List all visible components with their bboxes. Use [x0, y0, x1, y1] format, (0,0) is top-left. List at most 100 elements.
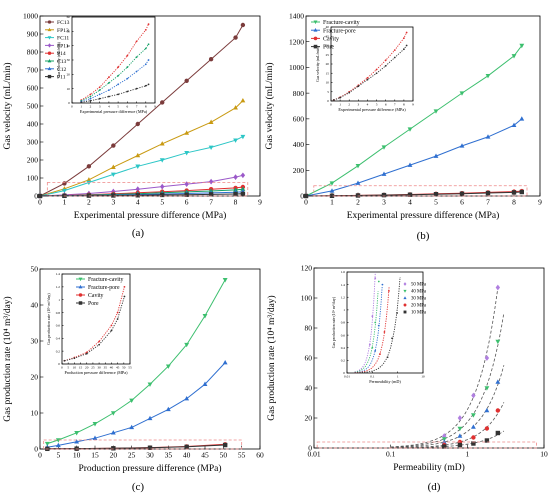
d-data-point — [457, 415, 463, 421]
a-legend-item: P14 — [45, 51, 66, 57]
b-data-point — [485, 134, 491, 139]
b-x-axis-label: Experimental pressure difference (MPa) — [347, 210, 500, 221]
a-inset-data-point — [126, 90, 129, 93]
c-data-point — [55, 438, 61, 443]
d-x-axis-label: Permeability (mD) — [393, 462, 465, 473]
a-y-tick-label: 1000 — [23, 12, 38, 21]
b-y-tick-label: 1000 — [289, 63, 304, 72]
d-legend-item: 30 MPa — [403, 296, 427, 302]
d-data-point — [495, 339, 501, 345]
c-x-tick-label: 10 — [73, 451, 81, 460]
a-y-tick-label: 100 — [27, 174, 39, 183]
a-inset-data-point — [126, 54, 129, 57]
a-data-point — [240, 172, 246, 179]
a-inset-data-point — [135, 87, 138, 90]
a-inset-data-point — [147, 43, 150, 46]
a-inset-data-point — [89, 99, 92, 102]
b-inset-data-point — [366, 78, 369, 81]
a-x-tick-label: 4 — [136, 198, 140, 207]
b-legend-label: Pore — [323, 45, 334, 51]
d-fit-line — [390, 402, 505, 449]
b-inset-x-axis-label: Experimental pressure difference (MPa) — [338, 107, 406, 112]
a-legend-item: FC11 — [45, 36, 69, 42]
b-data-point — [355, 164, 361, 169]
d-data-point — [471, 441, 476, 446]
b-inset-data-point — [393, 49, 396, 52]
b-inset-data-point — [393, 56, 396, 59]
a-data-point — [233, 138, 238, 143]
a-inset-x-tick-label: 6 — [126, 104, 128, 108]
a-data-point — [135, 152, 141, 158]
b-data-point — [329, 193, 335, 199]
d-panel-label: (d) — [428, 481, 441, 493]
a-data-point — [233, 174, 238, 180]
b-inset-x-tick-label: 3 — [357, 102, 359, 106]
c-y-tick-label: 20 — [31, 373, 39, 382]
d-inset-background — [347, 272, 423, 373]
a-inset-y-tick-label: 20 — [67, 73, 71, 77]
c-inset-data-point — [116, 318, 119, 320]
a-inset-x-tick-label: 7 — [136, 104, 138, 108]
b-x-tick-label: 8 — [512, 198, 516, 207]
a-data-point — [240, 97, 246, 103]
d-inset-y-tick-label: 0.8 — [341, 321, 346, 325]
d-data-point — [484, 426, 490, 431]
a-inset-data-point — [135, 70, 138, 73]
d-inset-y-tick-label: 1.2 — [341, 295, 346, 299]
b-inset-y-tick-label: 0 — [327, 99, 329, 103]
d-series-30-mpa — [390, 365, 505, 448]
a-inset-data-point — [147, 83, 150, 86]
a-x-tick-label: 5 — [160, 198, 164, 207]
d-legend-marker — [403, 296, 407, 300]
b-x-tick-label: 5 — [434, 198, 438, 207]
a-x-tick-label: 6 — [185, 198, 189, 207]
c-legend-label: Fracture-pore — [88, 285, 120, 291]
a-legend-item: C12 — [45, 67, 67, 73]
a-legend-label: FC13 — [57, 20, 70, 26]
b-inset-x-tick-label: 8 — [403, 102, 405, 106]
b-data-point — [459, 191, 465, 196]
d-data-point — [495, 430, 501, 436]
a-panel-label: (a) — [132, 227, 145, 239]
a-legend-label: P11 — [57, 75, 66, 81]
b-legend-label: Fracture-pore — [323, 28, 356, 34]
d-inset-data-point — [386, 356, 389, 359]
b-inset-x-tick-label: 5 — [376, 102, 378, 106]
d-fit-line — [390, 430, 505, 449]
a-inset-data-point — [80, 101, 83, 104]
a-legend-label: FC11 — [57, 36, 69, 42]
a-inset-background — [72, 17, 155, 103]
a-legend-item: FP13 — [45, 28, 69, 34]
a-inset-data-point — [98, 93, 101, 96]
c-data-point — [184, 444, 189, 450]
b-inset-data-point — [366, 76, 369, 79]
b-inset-y-tick-label: 20 — [326, 62, 330, 66]
a-data-point — [184, 130, 190, 135]
d-legend-marker — [403, 303, 407, 307]
d-inset-series-10-mpa — [354, 276, 401, 374]
b-data-point — [459, 91, 465, 96]
a-data-point — [233, 105, 238, 110]
a-inset-x-tick-label: 2 — [90, 104, 92, 108]
a-data-point — [240, 134, 246, 140]
d-y-tick-label: 120 — [301, 264, 313, 273]
b-x-tick-label: 9 — [538, 198, 542, 207]
a-x-tick-label: 3 — [111, 198, 115, 207]
b-inset-data-point — [332, 99, 335, 101]
d-inset-y-axis-label: Gas production rate (10⁴ m³/day) — [332, 296, 336, 348]
b-data-point — [519, 43, 525, 49]
c-x-tick-label: 0 — [38, 451, 42, 460]
c-x-tick-label: 30 — [146, 451, 154, 460]
d-inset-data-point — [374, 277, 377, 280]
c-y-axis-label: Gas production rate (10⁴ m³/day) — [2, 296, 13, 421]
d-inset-series-30-mpa — [354, 283, 384, 374]
d-inset-series-line — [354, 286, 383, 374]
c-legend-marker — [78, 284, 83, 289]
d-legend-marker — [403, 310, 407, 314]
b-legend-item: Fracture-pore — [311, 28, 356, 34]
d-legend-marker — [403, 282, 407, 286]
c-data-point — [222, 442, 228, 448]
d-legend-item: 40 MPa — [403, 290, 427, 295]
b-y-tick-label: 400 — [293, 140, 305, 149]
b-legend-marker — [313, 28, 318, 32]
